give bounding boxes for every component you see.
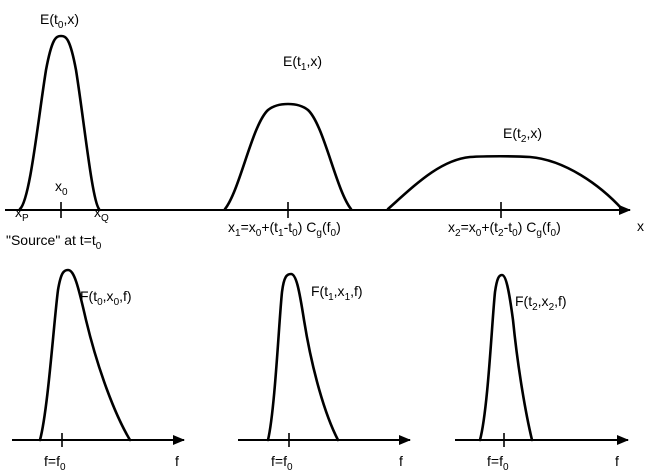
spectrum-t2-label: F(t2,x2,f)	[515, 293, 567, 313]
xq-label: xQ	[94, 204, 109, 224]
f-axis-2-label: f	[615, 453, 619, 469]
f0-label-1: f=f0	[271, 453, 293, 472]
x1-position-label: x1=x0+(t1-t0) Cg(f0)	[228, 219, 341, 239]
spectrum-t2	[478, 273, 534, 442]
x2-position-label: x2=x0+(t2-t0) Cg(f0)	[448, 219, 561, 239]
x-axis-label: x	[637, 218, 644, 234]
f0-label-0: f=f0	[44, 453, 66, 472]
spectrum-t0-label: F(t0,x0,f)	[80, 288, 132, 308]
pulse-t0-label: E(t0,x)	[40, 11, 79, 31]
pulse-t1-label: E(t1,x)	[283, 53, 322, 73]
pulse-t1	[223, 102, 353, 211]
f-axis-1-label: f	[399, 453, 403, 469]
x0-label: x0	[55, 178, 68, 198]
spectrum-t1	[266, 272, 340, 442]
spectrum-t0	[38, 268, 132, 442]
xp-label: xP	[15, 204, 29, 224]
pulse-t2	[386, 154, 624, 211]
f0-label-2: f=f0	[487, 453, 509, 472]
spectrum-t1-label: F(t1,x1,f)	[311, 283, 363, 303]
pulse-t2-label: E(t2,x)	[503, 125, 542, 145]
source-label: "Source" at t=t0	[6, 232, 102, 252]
f-axis-0-label: f	[175, 453, 179, 469]
pulse-t0	[18, 34, 101, 211]
